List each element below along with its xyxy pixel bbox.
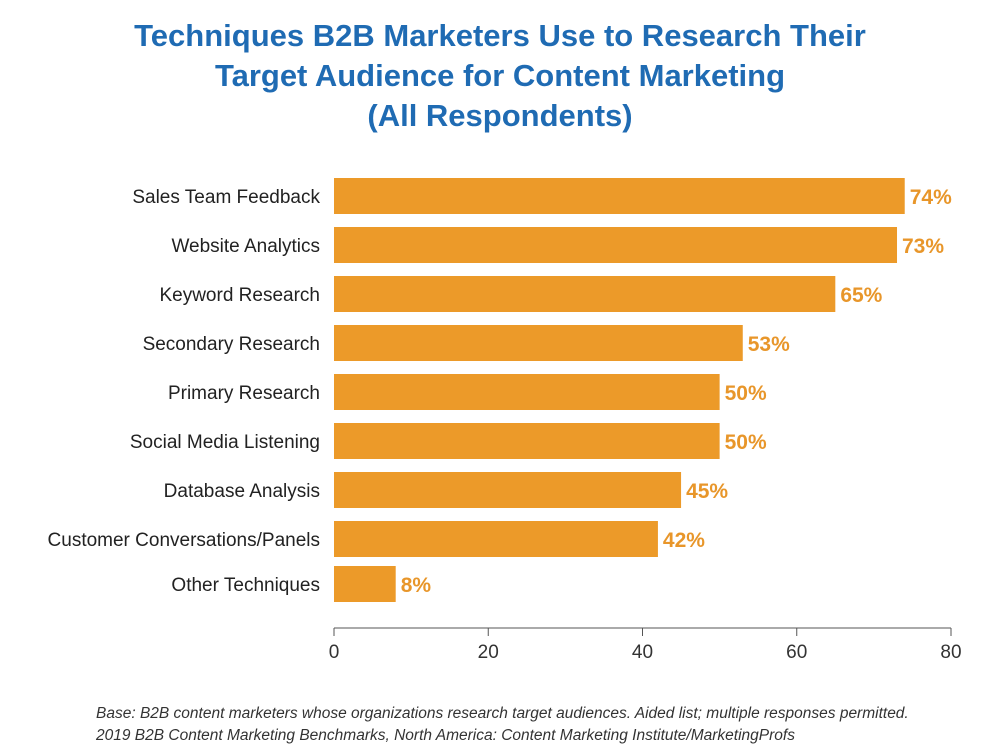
value-label-6: 45% <box>686 480 728 503</box>
x-tick-label-3: 60 <box>786 642 807 663</box>
bar-7 <box>334 521 658 557</box>
x-tick-label-4: 80 <box>940 642 961 663</box>
x-tick-label-0: 0 <box>329 642 340 663</box>
value-label-7: 42% <box>663 529 705 552</box>
bar-0 <box>334 178 905 214</box>
footnote: Base: B2B content marketers whose organi… <box>96 703 996 747</box>
bar-6 <box>334 472 682 508</box>
bar-3 <box>334 325 743 361</box>
category-label-4: Primary Research <box>168 383 320 404</box>
x-tick-label-1: 20 <box>478 642 499 663</box>
category-label-3: Secondary Research <box>143 334 320 355</box>
bar-1 <box>334 227 898 263</box>
chart-title: Techniques B2B Marketers Use to Research… <box>0 16 1000 136</box>
x-tick-label-2: 40 <box>632 642 653 663</box>
value-label-5: 50% <box>725 431 767 454</box>
value-label-1: 73% <box>902 235 944 258</box>
value-label-8: 8% <box>401 574 432 597</box>
chart-title-line-2: Target Audience for Content Marketing <box>214 58 786 93</box>
chart-title-line-1: Techniques B2B Marketers Use to Research… <box>134 18 866 53</box>
footnote-line-1: Base: B2B content marketers whose organi… <box>96 705 909 722</box>
value-label-0: 74% <box>910 186 952 209</box>
bar-5 <box>334 423 720 459</box>
value-label-4: 50% <box>725 382 767 405</box>
category-label-5: Social Media Listening <box>130 432 320 453</box>
category-label-1: Website Analytics <box>171 236 320 257</box>
category-label-0: Sales Team Feedback <box>132 187 320 208</box>
category-label-7: Customer Conversations/Panels <box>48 530 320 551</box>
bar-2 <box>334 276 836 312</box>
footnote-line-2: 2019 B2B Content Marketing Benchmarks, N… <box>96 727 795 744</box>
value-label-2: 65% <box>840 284 882 307</box>
bar-4 <box>334 374 720 410</box>
category-label-8: Other Techniques <box>171 575 320 596</box>
bar-8 <box>334 566 396 602</box>
value-label-3: 53% <box>748 333 790 356</box>
chart-title-line-3: (All Respondents) <box>367 98 633 133</box>
category-label-2: Keyword Research <box>159 285 320 306</box>
category-label-6: Database Analysis <box>164 481 320 502</box>
